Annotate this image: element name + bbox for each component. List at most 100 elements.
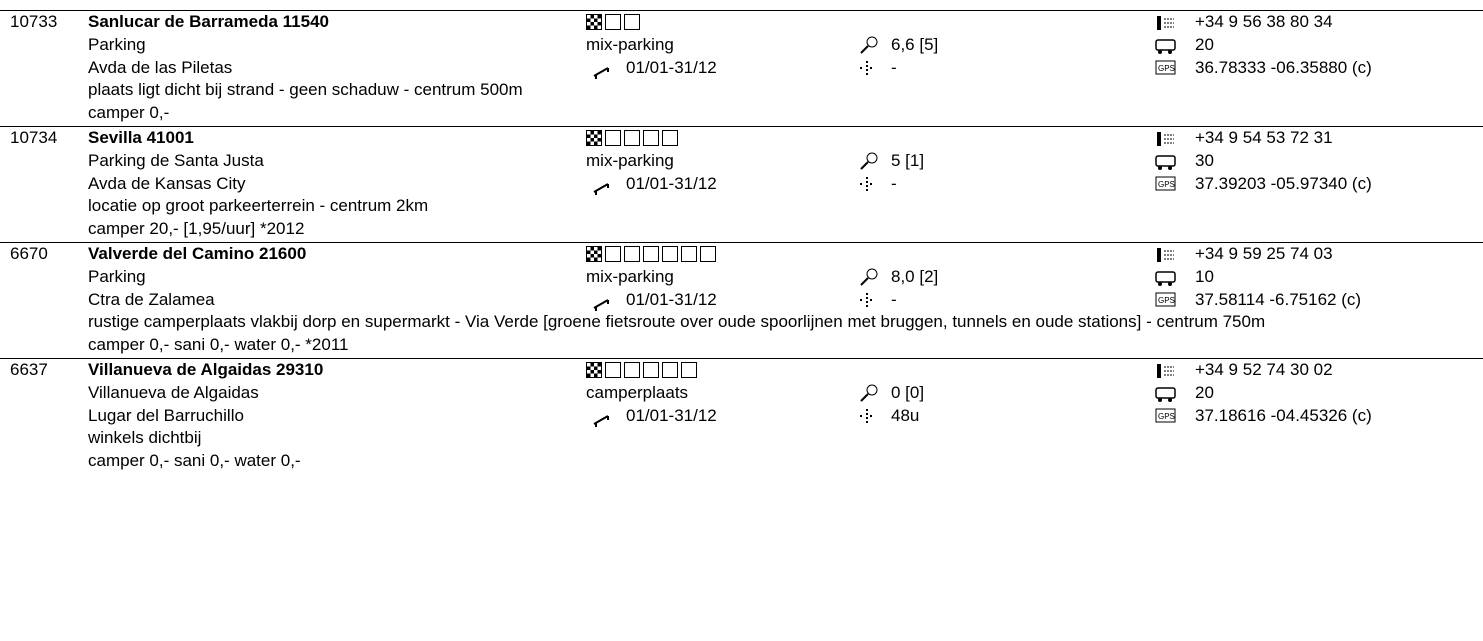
- gps-icon: GPS: [1155, 60, 1176, 75]
- entry-dates: 01/01-31/12: [626, 173, 717, 193]
- entry-description: locatie op groot parkeerterrein - centru…: [88, 196, 429, 216]
- entry-street: Avda de las Piletas: [88, 57, 233, 77]
- rating-icon: [860, 36, 878, 54]
- entry-price: camper 0,- sani 0,- water 0,-: [88, 451, 301, 471]
- entry-street: Ctra de Zalamea: [88, 289, 215, 309]
- entry-dates: 01/01-31/12: [626, 289, 717, 309]
- date-icon: [593, 415, 609, 427]
- facility-icon: [586, 129, 602, 146]
- svg-text:GPS: GPS: [1158, 64, 1175, 73]
- rating-icon: [860, 268, 878, 286]
- facility-icon: [662, 129, 678, 146]
- entry-places: 20: [1195, 34, 1214, 54]
- entry-street: Lugar del Barruchillo: [88, 405, 244, 425]
- phone-icon: [1157, 131, 1174, 146]
- rating-icon: [860, 384, 878, 402]
- entry-street: Avda de Kansas City: [88, 173, 246, 193]
- hours-icon: [860, 176, 874, 191]
- facility-icons: [586, 14, 640, 30]
- entry-list: 10733 Sanlucar de Barrameda 11540 Parking A…: [0, 10, 1483, 474]
- entry-price: camper 0,-: [88, 103, 170, 123]
- entry-hours: 48u: [891, 405, 920, 425]
- entry-dates: 01/01-31/12: [626, 57, 717, 77]
- camper-icon: [1155, 155, 1176, 170]
- entry-name: Sevilla 41001: [88, 127, 194, 147]
- phone-icon: [1157, 16, 1174, 30]
- entry-type: mix-parking: [586, 34, 674, 54]
- facility-icon: [662, 245, 678, 262]
- svg-text:GPS: GPS: [1158, 412, 1175, 421]
- entry-name: Villanueva de Algaidas 29310: [88, 359, 324, 379]
- phone-icon: [1157, 247, 1174, 262]
- entry-price: camper 20,- [1,95/uur] *2012: [88, 219, 305, 239]
- facility-icon: [643, 361, 659, 378]
- gps-icon: GPS: [1155, 408, 1176, 423]
- entry-rating: 5 [1]: [891, 150, 925, 170]
- entry-type: mix-parking: [586, 266, 674, 286]
- facility-icon: [605, 245, 621, 262]
- entry-hours: -: [891, 289, 897, 309]
- facility-icons: [586, 129, 678, 146]
- facility-icons: [586, 245, 716, 262]
- entry-place: Villanueva de Algaidas: [88, 382, 259, 402]
- facility-icons: [586, 361, 697, 378]
- entry-id: 10733: [10, 12, 58, 31]
- entry-gps: 37.39203 -05.97340 (c): [1195, 173, 1372, 193]
- entry-phone: +34 9 56 38 80 34: [1195, 12, 1333, 31]
- entry-gps: 37.58114 -6.75162 (c): [1195, 289, 1362, 309]
- entry: 10734 Sevilla 41001 Parking de Santa Justa…: [0, 125, 1483, 242]
- facility-icon: [586, 361, 602, 378]
- entry-id: 6670: [10, 243, 48, 263]
- entry-gps: 36.78333 -06.35880 (c): [1195, 57, 1372, 77]
- facility-icon: [605, 14, 621, 30]
- entry-name: Sanlucar de Barrameda 11540: [88, 12, 329, 31]
- facility-icon: [605, 129, 621, 146]
- date-icon: [593, 183, 609, 195]
- entry-gps: 37.18616 -04.45326 (c): [1195, 405, 1372, 425]
- entry-rating: 6,6 [5]: [891, 34, 939, 54]
- facility-icon: [624, 245, 640, 262]
- hours-icon: [860, 292, 874, 307]
- gps-icon: GPS: [1155, 292, 1176, 307]
- date-icon: [593, 67, 609, 79]
- facility-icon: [643, 245, 659, 262]
- entry-type: mix-parking: [586, 150, 674, 170]
- facility-icon: [700, 245, 716, 262]
- phone-icon: [1157, 363, 1174, 378]
- entry-dates: 01/01-31/12: [626, 405, 717, 425]
- facility-icon: [681, 245, 697, 262]
- entry-description: rustige camperplaats vlakbij dorp en sup…: [88, 312, 1266, 332]
- facility-icon: [643, 129, 659, 146]
- entry: 10733 Sanlucar de Barrameda 11540 Parking A…: [0, 10, 1483, 126]
- camper-icon: [1155, 271, 1176, 286]
- facility-icon: [624, 14, 640, 30]
- entry-place: Parking: [88, 266, 146, 286]
- facility-icon: [586, 245, 602, 262]
- entry-rating: 8,0 [2]: [891, 266, 939, 286]
- date-icon: [593, 299, 609, 311]
- entry-places: 20: [1195, 382, 1214, 402]
- facility-icon: [624, 361, 640, 378]
- facility-icon: [681, 361, 697, 378]
- entry-description: winkels dichtbij: [88, 428, 202, 448]
- rating-icon: [860, 152, 878, 170]
- gps-icon: GPS: [1155, 176, 1176, 191]
- entry-hours: -: [891, 57, 897, 77]
- hours-icon: [860, 408, 874, 423]
- entry: 6637 Villanueva de Algaidas 29310 Villanue…: [0, 357, 1483, 474]
- entry-id: 10734: [10, 127, 58, 147]
- entry-place: Parking: [88, 34, 146, 54]
- entry-type: camperplaats: [586, 382, 689, 402]
- entry-name: Valverde del Camino 21600: [88, 243, 307, 263]
- svg-text:GPS: GPS: [1158, 180, 1175, 189]
- entry-hours: -: [891, 173, 897, 193]
- facility-icon: [586, 14, 602, 30]
- facility-icon: [662, 361, 678, 378]
- camper-icon: [1155, 387, 1176, 402]
- entry-phone: +34 9 59 25 74 03: [1195, 243, 1333, 263]
- entry-rating: 0 [0]: [891, 382, 925, 402]
- svg-text:GPS: GPS: [1158, 296, 1175, 305]
- facility-icon: [624, 129, 640, 146]
- entry-price: camper 0,- sani 0,- water 0,- *2011: [88, 335, 349, 355]
